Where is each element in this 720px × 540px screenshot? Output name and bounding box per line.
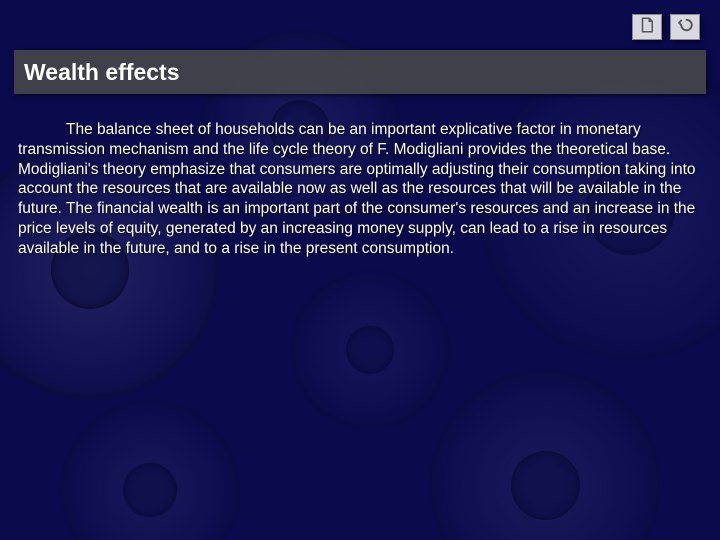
gear-decor	[290, 270, 450, 430]
back-button[interactable]	[670, 14, 700, 40]
back-arrow-icon	[676, 16, 694, 39]
body-text-block: The balance sheet of households can be a…	[18, 120, 702, 259]
slide-title: Wealth effects	[24, 59, 180, 86]
body-paragraph: The balance sheet of households can be a…	[18, 120, 702, 259]
title-bar: Wealth effects	[14, 50, 706, 94]
gear-decor	[60, 400, 240, 540]
nav-icon-group	[632, 14, 700, 40]
home-button[interactable]	[632, 14, 662, 40]
gear-decor	[430, 370, 660, 540]
document-icon	[638, 16, 656, 39]
